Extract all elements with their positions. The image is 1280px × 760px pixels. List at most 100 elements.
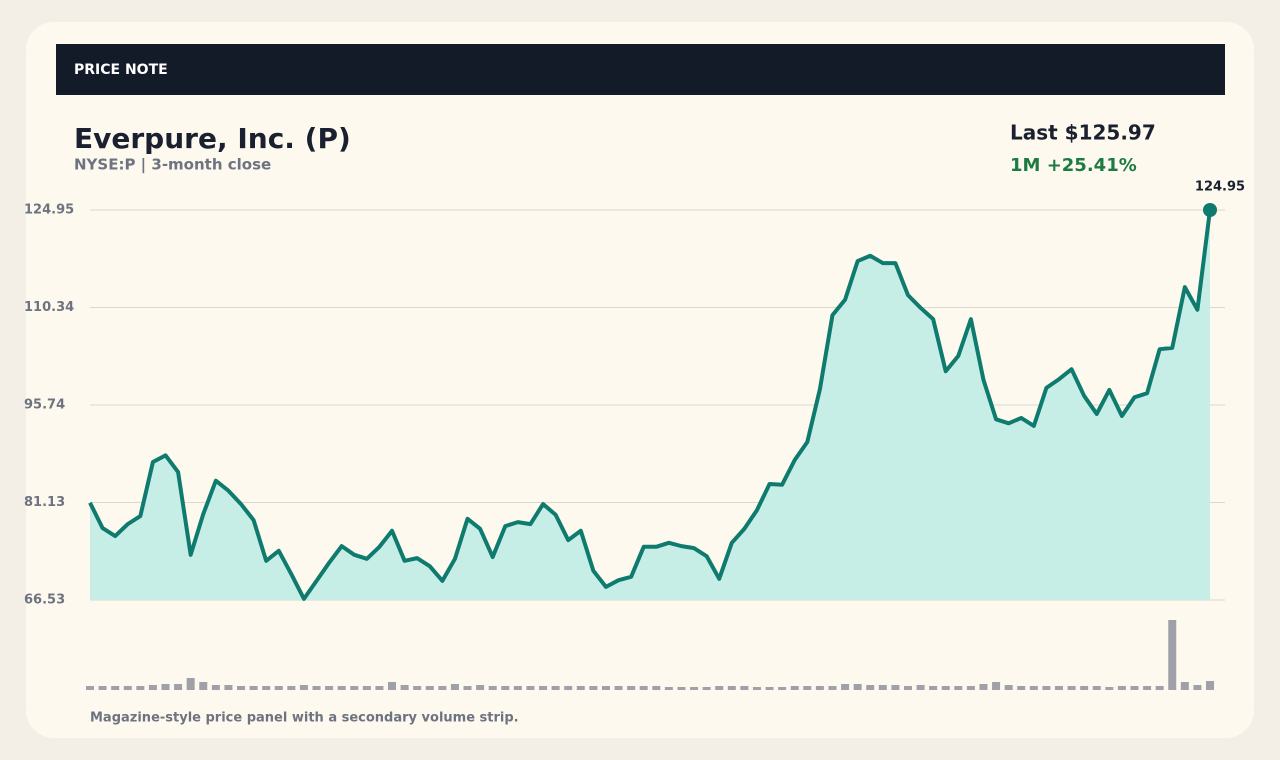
volume-bar — [878, 685, 887, 690]
volume-bar — [903, 686, 912, 690]
last-point-label: 124.95 — [1195, 180, 1245, 195]
subtitle: NYSE:P | 3-month close — [74, 156, 271, 175]
volume-bar — [664, 687, 673, 690]
volume-bar — [501, 686, 510, 690]
volume-bar — [199, 682, 208, 690]
volume-bar — [589, 686, 598, 690]
volume-bar — [576, 686, 585, 690]
volume-bar — [488, 686, 497, 690]
y-tick-label: 66.53 — [24, 593, 65, 608]
volume-bar — [916, 685, 925, 690]
volume-bar — [1143, 686, 1152, 690]
volume-bar — [652, 686, 661, 690]
volume-bar — [1067, 686, 1076, 690]
volume-bar — [1042, 686, 1051, 690]
volume-bar — [891, 685, 900, 690]
last-price: Last $125.97 — [1010, 121, 1156, 145]
volume-bar — [1080, 686, 1089, 690]
volume-bar — [400, 685, 409, 690]
volume-bar — [627, 686, 636, 690]
volume-bar — [828, 686, 837, 690]
volume-bar — [841, 684, 850, 690]
volume-bar — [941, 686, 950, 690]
volume-bar — [237, 686, 246, 690]
volume-bar — [564, 686, 573, 690]
volume-bar — [186, 678, 195, 690]
volume-bar — [853, 684, 862, 690]
volume-bar — [677, 687, 686, 690]
volume-bar — [362, 686, 371, 690]
chart-title: Everpure, Inc. (P) — [74, 122, 351, 155]
volume-bar — [312, 686, 321, 690]
volume-bar — [174, 684, 183, 690]
y-tick-label: 124.95 — [24, 203, 74, 218]
volume-bar — [337, 686, 346, 690]
caption: Magazine-style price panel with a second… — [90, 711, 519, 726]
volume-bar — [765, 687, 774, 690]
volume-bar — [262, 686, 271, 690]
header-bar — [56, 44, 1225, 95]
volume-bar — [1155, 686, 1164, 690]
volume-bar — [1054, 686, 1063, 690]
volume-bar — [325, 686, 334, 690]
volume-bar — [1105, 687, 1114, 690]
volume-bar — [1029, 686, 1038, 690]
volume-bar — [526, 686, 535, 690]
volume-bar — [1130, 686, 1139, 690]
volume-bar — [614, 686, 623, 690]
volume-bar — [690, 687, 699, 690]
volume-bar — [350, 686, 359, 690]
volume-bar — [752, 687, 761, 690]
y-tick-label: 81.13 — [24, 495, 65, 510]
volume-bar — [551, 686, 560, 690]
volume-bar — [702, 687, 711, 690]
volume-bar — [287, 686, 296, 690]
volume-bar — [954, 686, 963, 690]
volume-bar — [1168, 620, 1177, 690]
volume-bar — [1206, 681, 1214, 690]
volume-bar — [463, 686, 472, 690]
volume-bar — [513, 686, 522, 690]
y-tick-label: 110.34 — [24, 300, 74, 315]
volume-bar — [438, 686, 447, 690]
volume-bar — [274, 686, 283, 690]
volume-bar — [375, 686, 384, 690]
volume-bar — [148, 685, 157, 690]
volume-bar — [790, 686, 799, 690]
volume-bar — [1004, 685, 1013, 690]
volume-bar — [425, 686, 434, 690]
volume-bar — [86, 686, 94, 690]
volume-bar — [539, 686, 548, 690]
volume-bar — [161, 684, 170, 690]
volume-bar — [866, 685, 875, 690]
volume-bar — [1180, 682, 1189, 690]
volume-bar — [778, 687, 787, 690]
volume-bar — [979, 684, 988, 690]
price-area — [90, 210, 1210, 600]
volume-bar — [123, 686, 132, 690]
volume-bar — [1092, 686, 1101, 690]
volume-bar — [136, 686, 145, 690]
volume-bar — [211, 685, 220, 690]
volume-bar — [299, 685, 308, 690]
volume-bar — [601, 686, 610, 690]
volume-bar — [450, 684, 459, 690]
volume-bar — [413, 686, 422, 690]
volume-bar — [111, 686, 120, 690]
volume-bar — [715, 686, 724, 690]
volume-bar — [966, 686, 975, 690]
last-point — [1203, 203, 1217, 217]
volume-bar — [929, 686, 938, 690]
volume-bar — [98, 686, 107, 690]
change: 1M +25.41% — [1010, 155, 1137, 176]
volume-bar — [249, 686, 258, 690]
volume-bar — [803, 686, 812, 690]
price-line — [88, 209, 1212, 601]
volume-bar — [639, 686, 648, 690]
volume-bar — [727, 686, 736, 690]
volume-bar — [740, 686, 749, 690]
volume-bar — [992, 682, 1001, 690]
volume-bar — [815, 686, 824, 690]
y-tick-label: 95.74 — [24, 398, 65, 413]
